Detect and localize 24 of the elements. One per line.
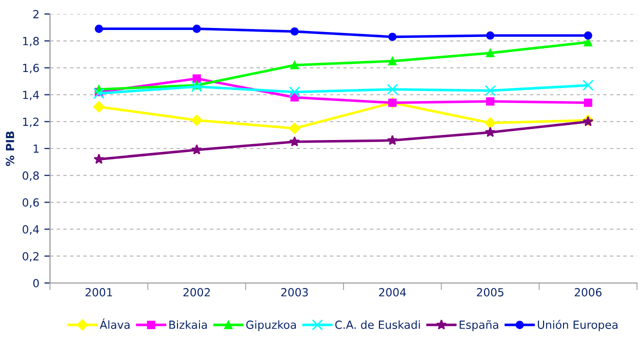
legend-label: Álava bbox=[100, 318, 130, 329]
y-tick-label: 0,6 bbox=[22, 198, 39, 208]
legend-label: España bbox=[460, 320, 498, 332]
x-tick-label: 2005 bbox=[476, 288, 504, 296]
x-tick-label: 2004 bbox=[379, 288, 406, 296]
y-tick-label: 0,2 bbox=[22, 252, 38, 262]
x-tick-label: 2002 bbox=[183, 288, 210, 296]
x-tick-label: 2006 bbox=[574, 288, 602, 296]
x-tick-label: 2001 bbox=[86, 288, 112, 296]
legend-label: Bizkaia bbox=[169, 320, 207, 329]
y-axis-title: % PIB bbox=[6, 131, 14, 166]
y-tick-label: 0,4 bbox=[22, 225, 39, 235]
y-tick-label: 1,4 bbox=[23, 90, 39, 100]
x-tick-label: 2003 bbox=[281, 288, 308, 296]
y-tick-label: 1,8 bbox=[23, 36, 39, 46]
legend-label: Gipuzkoa bbox=[246, 320, 296, 332]
legend-label: C.A. de Euskadi bbox=[335, 320, 420, 329]
y-tick-label: 0 bbox=[33, 278, 39, 288]
y-tick-label: 1,2 bbox=[23, 118, 38, 128]
y-tick-label: 0,8 bbox=[22, 171, 39, 181]
y-tick-label: 2 bbox=[33, 10, 38, 18]
y-tick-label: 1,6 bbox=[23, 64, 39, 74]
y-tick-label: 1 bbox=[34, 144, 39, 153]
legend-label: Unión Europea bbox=[538, 320, 618, 332]
